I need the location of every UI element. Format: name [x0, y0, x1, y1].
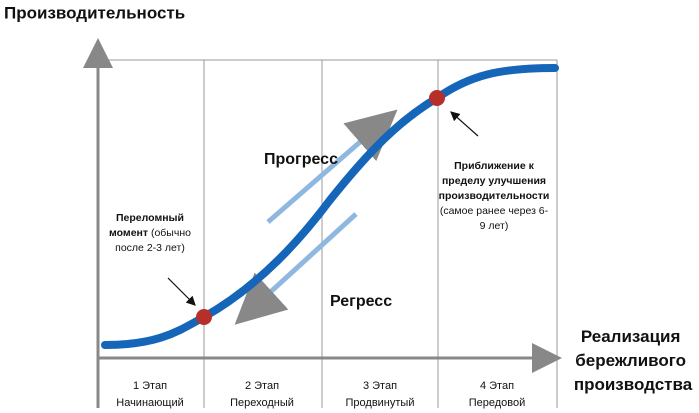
note-run: момент [109, 227, 148, 239]
note-run: Переломный [116, 212, 184, 224]
note-run: производительности [439, 190, 550, 202]
turning-point [196, 309, 212, 325]
s-curve [101, 64, 559, 349]
progress-arrow [266, 109, 398, 224]
note-line: момент (обычно [109, 227, 191, 239]
title: Производительность [4, 3, 185, 22]
stage-labels: 1 Этап Начинающий 2 Этап Переходный 3 Эт… [116, 380, 525, 409]
note-line: Приближение к [454, 160, 534, 172]
x-axis-label: Реализация бережливого производства [574, 327, 693, 394]
note-run: пределу улучшения [442, 175, 546, 187]
stage-name: Переходный [230, 397, 294, 409]
note-arrow [167, 277, 196, 306]
note-line: Переломный [116, 212, 184, 224]
stage-number: 3 Этап [363, 380, 397, 392]
note-line: (самое ранее через 6- [440, 205, 549, 217]
note-run: после 2-3 лет) [115, 242, 185, 254]
note-line: 9 лет) [480, 220, 509, 232]
note-line: после 2-3 лет) [115, 242, 185, 254]
note-run: 9 лет) [480, 220, 509, 232]
limit-point [429, 90, 445, 106]
stage-name: Продвинутый [346, 397, 415, 409]
note-line: производительности [439, 190, 550, 202]
note-run: (обычно [148, 227, 191, 239]
progress-label: Прогресс [264, 151, 338, 168]
note-arrow [450, 111, 479, 137]
stage-number: 1 Этап [133, 380, 167, 392]
note-run: Приближение к [454, 160, 534, 172]
regress-label: Регресс [330, 293, 392, 310]
regress-arrow [234, 212, 358, 325]
stage-name: Начинающий [116, 397, 183, 409]
limit-note: Приближение к пределу улучшения производит… [439, 160, 550, 232]
note-run: (самое ранее через 6- [440, 205, 549, 217]
note-line: пределу улучшения [442, 175, 546, 187]
stage-number: 4 Этап [480, 380, 514, 392]
stage-number: 2 Этап [245, 380, 279, 392]
turning-point-note: Переломный момент (обычно после 2-3 лет) [109, 212, 191, 254]
stage-name: Передовой [469, 397, 526, 409]
